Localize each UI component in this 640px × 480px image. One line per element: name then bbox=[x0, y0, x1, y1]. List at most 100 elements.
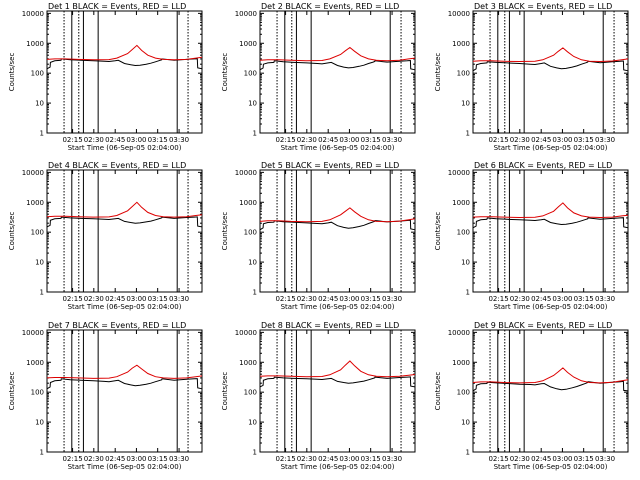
plot-frame bbox=[259, 169, 416, 293]
x-tick-label: 03:00 bbox=[126, 295, 146, 303]
series-line-events bbox=[259, 59, 416, 71]
y-tick-label: 100 bbox=[31, 389, 44, 397]
x-tick-label: 03:30 bbox=[595, 136, 615, 144]
y-tick-label: 100 bbox=[244, 389, 257, 397]
y-tick-label: 100 bbox=[31, 229, 44, 237]
y-axis-label: Counts/sec bbox=[8, 53, 16, 92]
x-tick-label: 02:30 bbox=[84, 136, 104, 144]
chart-panel-6: Det 6 BLACK = Events, RED = LLD 1 10 100 100… bbox=[434, 161, 629, 311]
plot-frame bbox=[46, 10, 203, 134]
y-tick-label: 1000 bbox=[26, 40, 44, 48]
y-tick-label: 1 bbox=[253, 130, 257, 138]
x-tick-label: 02:30 bbox=[297, 295, 317, 303]
y-tick-label: 1000 bbox=[452, 359, 470, 367]
x-axis-label: Start Time (06-Sep-05 02:04:00) bbox=[281, 463, 395, 471]
plot-frame bbox=[259, 329, 416, 453]
x-tick-label: 02:30 bbox=[510, 136, 530, 144]
x-tick-label: 03:30 bbox=[169, 136, 189, 144]
x-tick-label: 02:30 bbox=[510, 455, 530, 463]
x-tick-label: 03:00 bbox=[552, 295, 572, 303]
x-tick-label: 02:45 bbox=[531, 455, 551, 463]
x-axis-label: Start Time (06-Sep-05 02:04:00) bbox=[68, 463, 182, 471]
series-line-lld bbox=[472, 202, 629, 219]
x-tick-label: 02:15 bbox=[275, 136, 295, 144]
x-axis-label: Start Time (06-Sep-05 02:04:00) bbox=[494, 303, 608, 311]
x-tick-label: 02:30 bbox=[84, 295, 104, 303]
y-tick-label: 10 bbox=[35, 259, 44, 267]
x-tick-label: 02:15 bbox=[62, 455, 82, 463]
plot-frame bbox=[46, 329, 203, 453]
x-tick-label: 03:15 bbox=[574, 295, 594, 303]
series-line-lld bbox=[259, 207, 416, 223]
y-tick-label: 1 bbox=[40, 289, 44, 297]
y-tick-label: 10000 bbox=[235, 329, 257, 337]
y-tick-label: 10 bbox=[461, 259, 470, 267]
x-tick-label: 03:15 bbox=[574, 136, 594, 144]
y-tick-label: 10 bbox=[461, 100, 470, 108]
x-axis-label: Start Time (06-Sep-05 02:04:00) bbox=[281, 303, 395, 311]
series-line-events bbox=[259, 376, 416, 388]
y-tick-label: 10 bbox=[248, 419, 257, 427]
y-tick-label: 100 bbox=[457, 70, 470, 78]
x-tick-label: 02:45 bbox=[318, 136, 338, 144]
x-tick-label: 03:00 bbox=[339, 455, 359, 463]
series-line-events bbox=[46, 58, 203, 70]
y-tick-label: 10 bbox=[248, 259, 257, 267]
chart-panel-3: Det 3 BLACK = Events, RED = LLD 1 10 100 100… bbox=[434, 2, 629, 152]
x-tick-label: 03:00 bbox=[126, 136, 146, 144]
series-line-events bbox=[472, 60, 629, 72]
x-tick-label: 02:45 bbox=[105, 136, 125, 144]
y-tick-label: 1000 bbox=[452, 199, 470, 207]
x-tick-label: 03:15 bbox=[574, 455, 594, 463]
chart-title: Det 8 BLACK = Events, RED = LLD bbox=[261, 321, 399, 330]
x-tick-label: 03:00 bbox=[552, 136, 572, 144]
y-axis-label: Counts/sec bbox=[434, 53, 442, 92]
x-tick-label: 03:30 bbox=[595, 295, 615, 303]
y-tick-label: 10000 bbox=[448, 329, 470, 337]
series-line-events bbox=[46, 216, 203, 228]
y-axis-label: Counts/sec bbox=[434, 372, 442, 411]
y-tick-label: 10000 bbox=[235, 10, 257, 18]
x-tick-label: 02:30 bbox=[297, 136, 317, 144]
y-tick-label: 100 bbox=[457, 229, 470, 237]
chart-title: Det 5 BLACK = Events, RED = LLD bbox=[261, 161, 399, 170]
series-line-events bbox=[472, 217, 629, 229]
x-tick-label: 03:00 bbox=[552, 455, 572, 463]
series-line-lld bbox=[472, 47, 629, 63]
y-tick-label: 1 bbox=[466, 289, 470, 297]
chart-panel-7: Det 7 BLACK = Events, RED = LLD 1 10 100 100… bbox=[8, 321, 203, 471]
series-line-lld bbox=[259, 360, 416, 378]
y-tick-label: 1000 bbox=[26, 359, 44, 367]
y-tick-label: 1 bbox=[40, 130, 44, 138]
x-tick-label: 02:15 bbox=[275, 455, 295, 463]
y-tick-label: 10000 bbox=[235, 169, 257, 177]
chart-panel-4: Det 4 BLACK = Events, RED = LLD 1 10 100 100… bbox=[8, 161, 203, 311]
x-tick-label: 03:30 bbox=[169, 295, 189, 303]
y-tick-label: 100 bbox=[457, 389, 470, 397]
y-tick-label: 10000 bbox=[448, 169, 470, 177]
y-tick-label: 10000 bbox=[22, 329, 44, 337]
chart-title: Det 6 BLACK = Events, RED = LLD bbox=[474, 161, 612, 170]
plot-frame bbox=[472, 329, 629, 453]
x-tick-label: 03:15 bbox=[361, 295, 381, 303]
x-tick-label: 02:15 bbox=[62, 136, 82, 144]
x-tick-label: 02:45 bbox=[105, 455, 125, 463]
chart-panel-1: Det 1 BLACK = Events, RED = LLD 1 10 100 100… bbox=[8, 2, 203, 152]
x-tick-label: 03:00 bbox=[339, 136, 359, 144]
x-tick-label: 02:15 bbox=[488, 136, 508, 144]
y-tick-label: 1 bbox=[253, 449, 257, 457]
x-tick-label: 02:15 bbox=[488, 455, 508, 463]
x-tick-label: 02:30 bbox=[84, 455, 104, 463]
chart-panel-2: Det 2 BLACK = Events, RED = LLD 1 10 100 100… bbox=[221, 2, 416, 152]
y-tick-label: 1 bbox=[40, 449, 44, 457]
x-tick-label: 03:15 bbox=[148, 455, 168, 463]
chart-panel-8: Det 8 BLACK = Events, RED = LLD 1 10 100 100… bbox=[221, 321, 416, 471]
x-tick-label: 02:30 bbox=[297, 455, 317, 463]
x-tick-label: 02:15 bbox=[62, 295, 82, 303]
x-tick-label: 03:15 bbox=[148, 295, 168, 303]
y-axis-label: Counts/sec bbox=[8, 372, 16, 411]
x-axis-label: Start Time (06-Sep-05 02:04:00) bbox=[494, 144, 608, 152]
y-tick-label: 1 bbox=[253, 289, 257, 297]
y-tick-label: 100 bbox=[244, 70, 257, 78]
